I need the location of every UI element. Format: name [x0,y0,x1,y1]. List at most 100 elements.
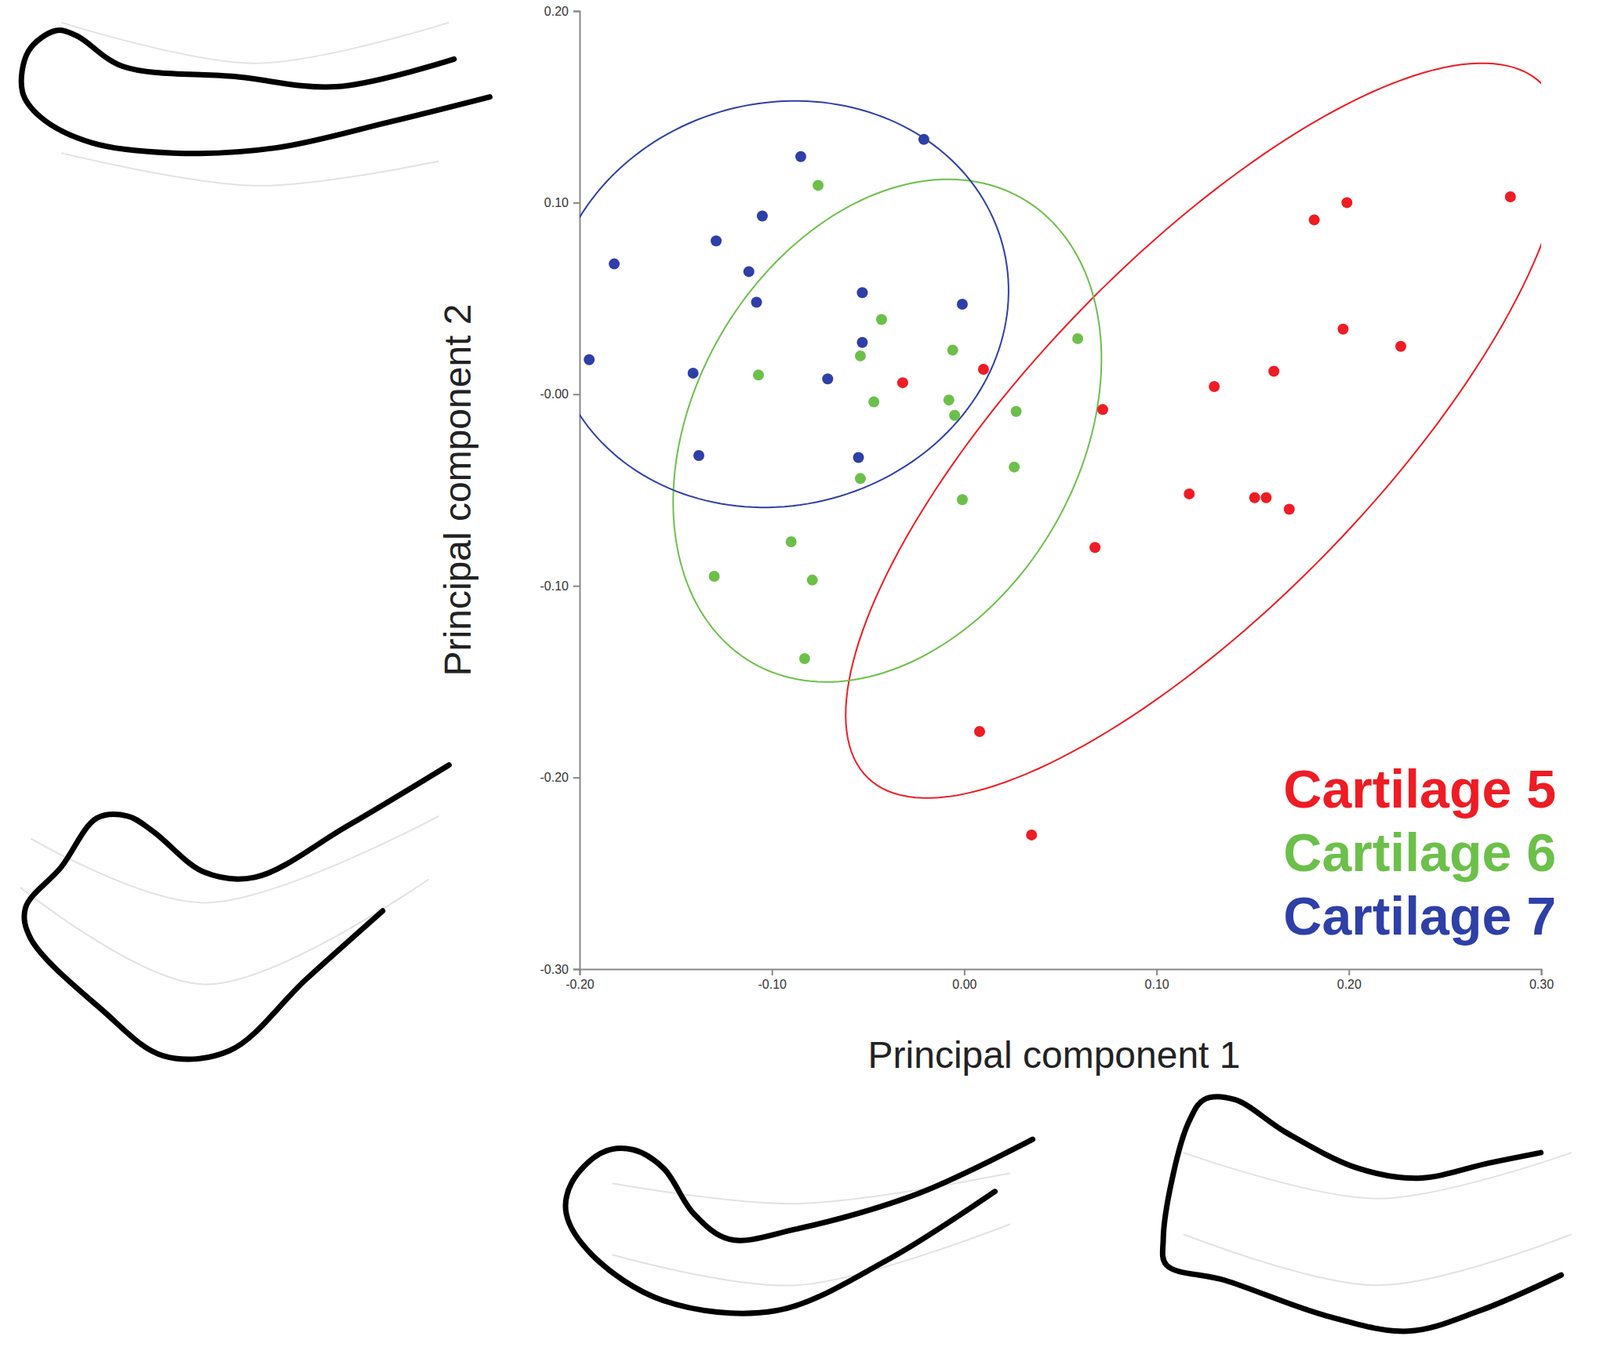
tick-label: -0.20 [540,770,570,785]
shape-reference-line [61,152,439,186]
point [687,367,699,379]
tick-label: 0.10 [1145,978,1170,992]
tick: 0.20 [1337,969,1362,992]
point [978,363,990,375]
shape-reference-line [20,879,429,985]
tick: 0.20 [544,4,580,19]
tick-label: -0.20 [565,978,595,992]
tick-mark [1541,969,1543,976]
tick: -0.20 [540,770,580,785]
point [1089,541,1101,553]
shape-outline [565,1139,1033,1314]
point [1309,214,1320,226]
tick: 0.30 [1529,969,1554,992]
tick: 0.00 [952,969,977,992]
point [583,354,595,366]
tick-label: -0.00 [540,387,570,401]
point [947,345,959,357]
point [1260,492,1272,504]
tick: -0.00 [540,387,580,401]
point [743,265,755,277]
point [1341,196,1353,208]
point [751,296,763,308]
point [1337,323,1349,335]
legend: Cartilage 5Cartilage 6Cartilage 7 [1283,759,1557,946]
shape-reference-line [61,22,449,64]
axis-line [573,11,581,971]
confidence-ellipse [672,179,1102,683]
tick-mark [573,969,580,971]
x-axis-title: Principal component 1 [868,1034,1241,1077]
point [799,653,811,665]
point [856,287,868,299]
point [756,210,768,222]
tick-mark [573,585,580,588]
y-axis-title: Principal component 2 [436,304,479,677]
shape-reference-line [612,1224,1011,1286]
point [868,396,880,408]
point [1505,191,1517,203]
series-points [583,134,968,464]
legend-entry: Cartilage 6 [1283,822,1557,883]
point [785,536,797,548]
confidence-ellipse [579,101,1009,508]
tick-mark [573,393,580,396]
shape-outline [24,765,450,1060]
point [1183,488,1195,500]
point [1008,461,1020,473]
tick: -0.10 [757,969,787,992]
series-points [897,191,1517,841]
tick: 0.10 [544,196,580,210]
tick-label: -0.10 [540,579,570,593]
tick-mark [963,969,966,976]
tick: -0.20 [565,969,595,992]
point [807,574,819,586]
tick-mark [1156,969,1158,976]
point [1208,381,1220,393]
point [974,726,986,738]
plot-area [579,63,1542,841]
point [752,369,764,381]
point [795,151,807,163]
point [1268,365,1280,377]
tick-mark [573,202,580,204]
point [1010,406,1022,418]
point [1395,341,1407,353]
axis-line [580,970,1542,977]
tick: 0.10 [1145,969,1170,992]
tick-mark [573,777,580,779]
shape-reference-line [30,816,439,904]
point [693,450,705,462]
point [956,298,968,310]
point [821,373,833,385]
tick-mark [771,969,774,976]
tick-label: 0.20 [544,4,569,19]
point [949,410,960,422]
tick-label: 0.00 [952,978,977,992]
point [710,235,722,247]
point [853,451,865,463]
tick-mark [573,10,580,13]
shape-outlines [20,22,1572,1332]
shape-reference-line [1183,1234,1571,1286]
point [1283,503,1295,515]
point [812,179,824,191]
tick-label: -0.30 [540,963,570,977]
point [897,377,909,389]
point [1072,333,1084,345]
point [943,394,955,406]
confidence-ellipse [845,63,1542,799]
tick: -0.10 [540,579,580,593]
chart: -0.20-0.100.000.100.200.30-0.30-0.20-0.1… [0,0,1600,1347]
tick-label: 0.20 [1337,978,1362,992]
series-points [709,179,1084,665]
point [1097,403,1109,415]
tick-label: 0.10 [544,196,569,210]
point [956,494,968,506]
point [854,350,866,362]
point [709,570,720,582]
tick-mark [1348,969,1350,976]
tick-label: 0.30 [1529,978,1554,992]
point [856,337,868,349]
y-axis: -0.30 -0.20 -0.10 -0.00 0.10 0.20 [540,4,581,977]
